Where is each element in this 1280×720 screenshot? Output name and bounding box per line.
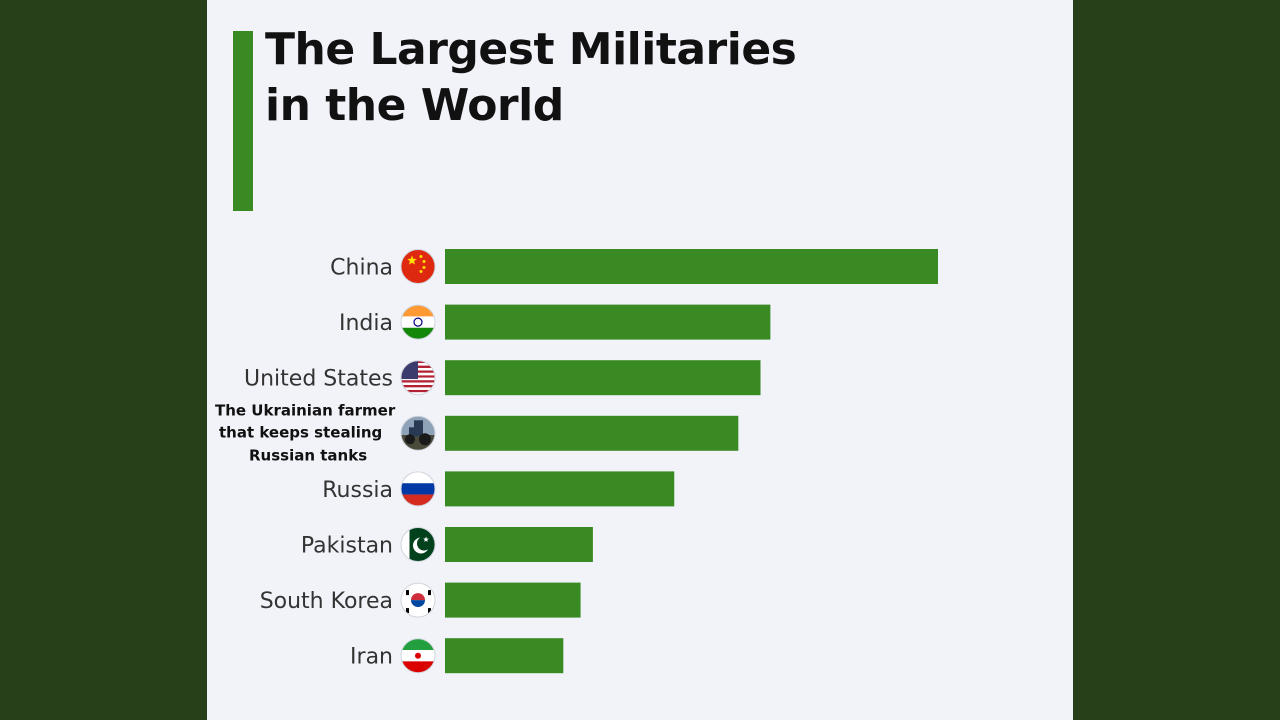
category-label: China: [330, 256, 393, 281]
chart-title-line-2: in the World: [265, 80, 564, 131]
south-korea-flag-icon: [400, 582, 436, 618]
russia-flag-icon: [400, 471, 436, 507]
category-label: India: [339, 311, 393, 336]
iran-flag-icon: [400, 638, 436, 674]
pakistan-flag-icon: [400, 527, 436, 562]
chart-title-line-1: The Largest Militaries: [265, 24, 797, 75]
bar: [445, 471, 675, 507]
bar: [445, 249, 938, 284]
bar: [445, 415, 739, 451]
bar: [445, 638, 564, 674]
chart-panel: The Largest Militaries in the World Chin…: [207, 0, 1073, 720]
chart-title: The Largest Militaries in the World: [265, 22, 965, 134]
tractor-photo-icon: [400, 415, 436, 451]
us-flag-icon: [400, 360, 436, 396]
bar: [445, 360, 761, 396]
category-label: Iran: [350, 645, 393, 670]
china-flag-icon: [400, 249, 436, 284]
title-accent-bar: [233, 31, 253, 211]
category-label: South Korea: [260, 589, 393, 614]
bar: [445, 582, 581, 618]
india-flag-icon: [400, 304, 436, 340]
category-label: Russia: [322, 478, 393, 503]
category-label: The Ukrainian farmer that keeps stealing R…: [215, 401, 396, 464]
bar-chart: China India United States The Ukrainian far…: [215, 249, 938, 674]
bar: [445, 527, 593, 562]
category-label: Pakistan: [301, 534, 393, 559]
category-label: United States: [244, 367, 393, 392]
bar: [445, 304, 771, 340]
